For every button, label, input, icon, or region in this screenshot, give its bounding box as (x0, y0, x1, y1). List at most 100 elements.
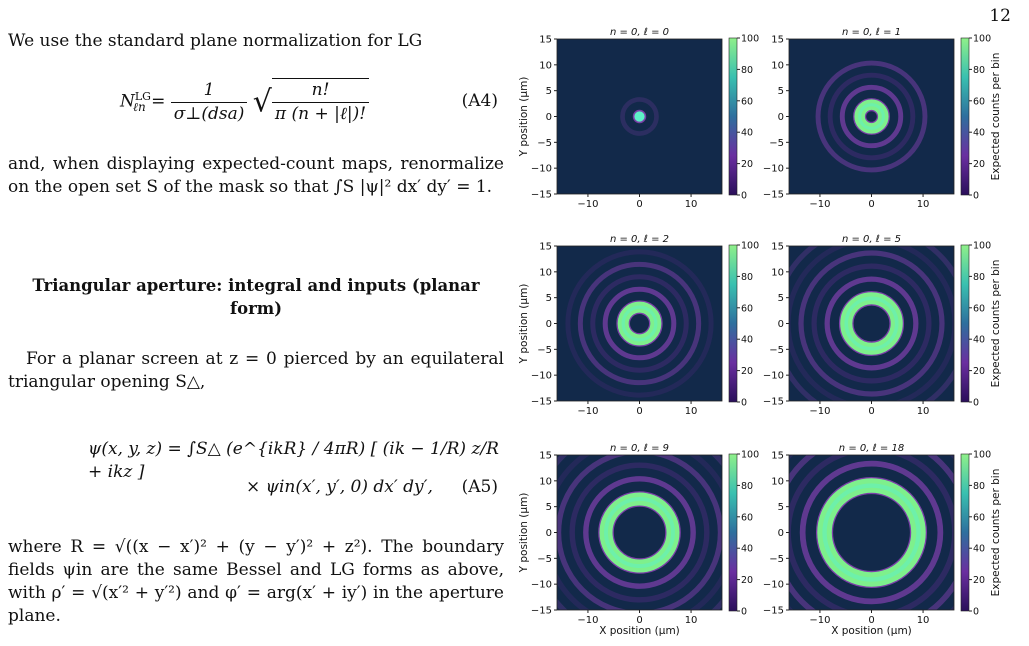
colorbar-tick-label: 80 (973, 481, 985, 492)
fringe-ring (557, 455, 722, 610)
colorbar-tick-label: 60 (741, 96, 753, 107)
fringe-ring (590, 274, 689, 373)
fringe-ring (577, 261, 702, 386)
x-axis-label: X position (μm) (599, 625, 680, 637)
fringe-ring (602, 286, 677, 361)
colorbar-tick-label: 100 (973, 450, 991, 461)
section-heading: Triangular aperture: integral and inputs… (32, 276, 480, 318)
eq-a4-label: (A4) (461, 91, 498, 111)
colorbar-tick-label: 20 (973, 159, 985, 170)
y-tick-label: 5 (546, 86, 552, 97)
colorbar-tick-label: 100 (741, 34, 759, 45)
colorbar (728, 37, 738, 196)
colorbar-tick-label: 20 (741, 366, 753, 377)
colorbar-tick-label: 60 (741, 303, 753, 314)
y-tick-label: 5 (778, 293, 784, 304)
y-axis-label: Y position (μm) (519, 493, 530, 574)
colorbar-tick-label: 0 (973, 191, 979, 202)
x-tick-label: 0 (868, 615, 874, 626)
y-tick-label: 0 (778, 112, 784, 123)
core-spot (634, 111, 645, 122)
colorbar-tick-label: 20 (973, 575, 985, 586)
x-tick-label: 0 (636, 406, 642, 417)
y-tick-label: 5 (778, 86, 784, 97)
colorbar-tick-label: 100 (973, 34, 991, 45)
colorbar-tick-label: 20 (973, 366, 985, 377)
x-tick-label: 10 (685, 615, 698, 626)
colorbar-tick-label: 0 (973, 607, 979, 618)
page-number: 12 (989, 6, 1011, 26)
fringe-ring (583, 476, 696, 589)
main-ring-core (844, 296, 899, 351)
colorbar-tick-label: 60 (973, 512, 985, 523)
x-tick-label: 0 (868, 199, 874, 210)
heatmap-panel: n = 0, ℓ = 1 −10 0 10 15 10 5 0 −5 −10 −15 100 80 60 4… (763, 27, 1002, 210)
y-tick-label: −15 (763, 190, 784, 201)
colorbar-tick-label: 40 (973, 128, 985, 139)
y-tick-label: −5 (769, 138, 784, 149)
y-tick-label: 5 (778, 502, 784, 513)
colorbar-tick-label: 100 (741, 241, 759, 252)
colorbar-tick-label: 60 (973, 303, 985, 314)
colorbar-tick-label: 80 (741, 65, 753, 76)
colorbar-tick-label: 0 (741, 191, 747, 202)
eq-a5-line2: × ψin(x′, y′, 0) dx′ dy′, (246, 477, 433, 497)
colorbar (728, 453, 738, 612)
colorbar-tick-label: 100 (741, 450, 759, 461)
paragraph-renormalize: and, when displaying expected-count maps… (8, 154, 504, 197)
main-ring-core (621, 305, 658, 342)
y-tick-label: −15 (763, 397, 784, 408)
heatmap-panel: n = 0, ℓ = 0 −10 0 10 15 10 5 0 −5 −10 −15 Y positi… (519, 27, 759, 210)
colorbar-tick-label: 60 (741, 512, 753, 523)
eq-a4-sqrt-num: n! (271, 79, 370, 103)
y-tick-label: 0 (546, 528, 552, 539)
x-tick-label: 0 (636, 615, 642, 626)
heatmap-rings (789, 455, 954, 610)
eq-a4-frac-num: 1 (170, 79, 248, 103)
y-tick-label: 0 (778, 528, 784, 539)
y-tick-label: −5 (769, 345, 784, 356)
y-tick-label: 5 (546, 293, 552, 304)
colorbar (960, 37, 970, 196)
colorbar-tick-label: 40 (973, 544, 985, 555)
eq-a4-symbol: N (120, 91, 135, 112)
eq-a4-sqrt-den: π (n + |ℓ|)! (274, 104, 367, 124)
colorbar-tick-label: 0 (741, 398, 747, 409)
panel-title: n = 0, ℓ = 5 (842, 234, 901, 245)
colorbar-tick-label: 100 (973, 241, 991, 252)
figure-lg-modes: n = 0, ℓ = 0 −10 0 10 15 10 5 0 −5 −10 −15 Y positi… (519, 27, 1002, 637)
y-tick-label: −5 (769, 554, 784, 565)
x-tick-label: −10 (577, 199, 598, 210)
colorbar-tick-label: 80 (973, 65, 985, 76)
y-tick-label: 15 (539, 242, 552, 253)
y-tick-label: −10 (531, 580, 552, 591)
x-tick-label: 10 (685, 199, 698, 210)
x-tick-label: 10 (917, 615, 930, 626)
x-tick-label: 10 (917, 406, 930, 417)
fringe-ring (565, 249, 714, 398)
fringe-ring (569, 462, 710, 603)
colorbar-tick-label: 40 (741, 128, 753, 139)
colorbar-label: Expected counts per bin (990, 469, 1002, 597)
x-tick-label: −10 (809, 406, 830, 417)
y-tick-label: 0 (546, 112, 552, 123)
heatmap-panel: n = 0, ℓ = 2 −10 0 10 15 10 5 0 −5 −10 −15 Y positi… (519, 234, 759, 417)
colorbar-tick-label: 20 (741, 159, 753, 170)
colorbar (728, 244, 738, 403)
y-tick-label: 10 (771, 60, 784, 71)
x-tick-label: −10 (577, 406, 598, 417)
y-tick-label: −5 (537, 554, 552, 565)
paragraph-boundary-fields: where R = √((x − x′)² + (y − y′)² + z²).… (8, 537, 504, 626)
x-tick-label: 0 (868, 406, 874, 417)
main-ring-core (858, 103, 885, 130)
x-tick-label: 10 (917, 199, 930, 210)
eq-a4-subscript: ℓn (132, 99, 146, 114)
colorbar-label: Expected counts per bin (990, 53, 1002, 181)
heatmap-panel: n = 0, ℓ = 5 −10 0 10 15 10 5 0 −5 −10 −15 100 80 60 4… (763, 234, 1002, 417)
eq-a4-frac-den: σ⊥(dsa) (173, 103, 245, 124)
y-tick-label: −15 (763, 606, 784, 617)
panel-title: n = 0, ℓ = 1 (842, 27, 901, 38)
y-tick-label: −10 (763, 580, 784, 591)
fringe-ring (815, 60, 928, 173)
panel-title: n = 0, ℓ = 9 (610, 443, 669, 454)
